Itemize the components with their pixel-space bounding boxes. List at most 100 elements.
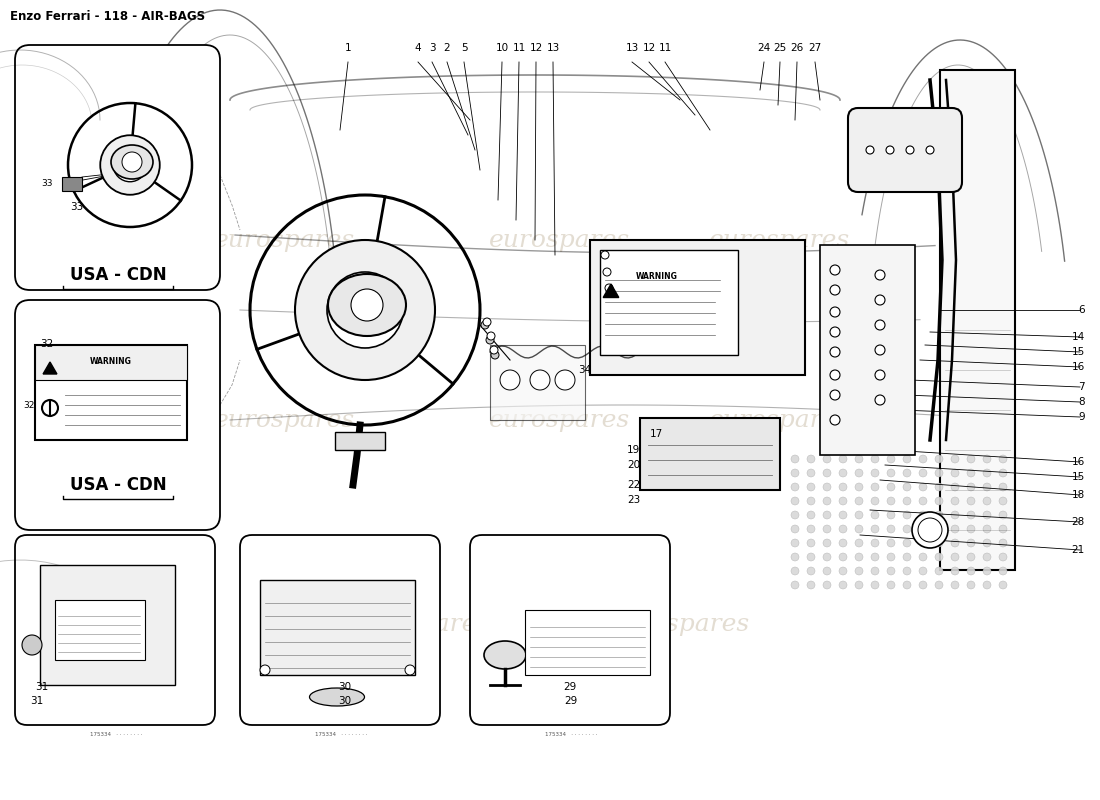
Circle shape bbox=[603, 268, 611, 276]
Bar bbox=[590, 240, 805, 375]
Circle shape bbox=[823, 511, 830, 519]
Bar bbox=[525, 610, 650, 675]
Circle shape bbox=[903, 567, 911, 575]
Circle shape bbox=[926, 146, 934, 154]
Circle shape bbox=[855, 483, 864, 491]
Circle shape bbox=[791, 469, 799, 477]
Circle shape bbox=[601, 251, 609, 259]
Text: 34: 34 bbox=[578, 365, 592, 375]
Circle shape bbox=[871, 455, 879, 463]
Bar bbox=[600, 250, 738, 355]
Circle shape bbox=[855, 539, 864, 547]
Text: eurospares: eurospares bbox=[214, 229, 355, 251]
Circle shape bbox=[999, 539, 1007, 547]
Circle shape bbox=[823, 539, 830, 547]
Circle shape bbox=[839, 553, 847, 561]
Circle shape bbox=[327, 272, 403, 348]
Circle shape bbox=[791, 455, 799, 463]
Circle shape bbox=[855, 567, 864, 575]
Text: 175334   · · · · · · · ·: 175334 · · · · · · · · bbox=[544, 733, 600, 738]
Text: 12: 12 bbox=[529, 43, 542, 53]
Circle shape bbox=[866, 146, 874, 154]
Circle shape bbox=[830, 285, 840, 295]
Circle shape bbox=[887, 567, 895, 575]
Circle shape bbox=[490, 346, 498, 354]
Text: 11: 11 bbox=[513, 43, 526, 53]
Circle shape bbox=[823, 497, 830, 505]
Text: 32: 32 bbox=[40, 339, 53, 349]
Circle shape bbox=[839, 539, 847, 547]
Circle shape bbox=[903, 511, 911, 519]
Circle shape bbox=[871, 511, 879, 519]
Circle shape bbox=[983, 483, 991, 491]
Circle shape bbox=[874, 345, 886, 355]
Circle shape bbox=[903, 539, 911, 547]
Circle shape bbox=[807, 567, 815, 575]
Circle shape bbox=[935, 581, 943, 589]
Circle shape bbox=[830, 347, 840, 357]
Circle shape bbox=[807, 455, 815, 463]
Circle shape bbox=[830, 307, 840, 317]
Circle shape bbox=[830, 370, 840, 380]
Circle shape bbox=[952, 567, 959, 575]
Bar bbox=[820, 245, 915, 455]
Text: 30: 30 bbox=[339, 696, 352, 706]
Circle shape bbox=[999, 483, 1007, 491]
Text: 23: 23 bbox=[627, 495, 640, 505]
Circle shape bbox=[874, 320, 886, 330]
Circle shape bbox=[874, 395, 886, 405]
Circle shape bbox=[839, 581, 847, 589]
Circle shape bbox=[999, 455, 1007, 463]
Circle shape bbox=[935, 525, 943, 533]
Circle shape bbox=[839, 497, 847, 505]
Text: 14: 14 bbox=[1071, 332, 1085, 342]
Text: 1: 1 bbox=[344, 43, 351, 53]
Circle shape bbox=[871, 469, 879, 477]
Circle shape bbox=[918, 469, 927, 477]
Text: eurospares: eurospares bbox=[710, 229, 850, 251]
Circle shape bbox=[871, 497, 879, 505]
Circle shape bbox=[839, 511, 847, 519]
Circle shape bbox=[935, 511, 943, 519]
Circle shape bbox=[113, 148, 146, 182]
Circle shape bbox=[967, 511, 975, 519]
Bar bbox=[40, 565, 175, 685]
Text: 9: 9 bbox=[1078, 412, 1085, 422]
Ellipse shape bbox=[484, 641, 526, 669]
Circle shape bbox=[918, 567, 927, 575]
Text: 20: 20 bbox=[627, 460, 640, 470]
Circle shape bbox=[22, 635, 42, 655]
Circle shape bbox=[967, 539, 975, 547]
Circle shape bbox=[871, 553, 879, 561]
Text: 26: 26 bbox=[791, 43, 804, 53]
Text: eurospares: eurospares bbox=[214, 409, 355, 431]
Text: 33: 33 bbox=[42, 179, 53, 189]
FancyBboxPatch shape bbox=[15, 45, 220, 290]
Text: 3: 3 bbox=[429, 43, 436, 53]
Circle shape bbox=[830, 390, 840, 400]
Circle shape bbox=[952, 511, 959, 519]
Circle shape bbox=[839, 455, 847, 463]
Circle shape bbox=[918, 483, 927, 491]
Circle shape bbox=[874, 295, 886, 305]
Circle shape bbox=[871, 525, 879, 533]
Circle shape bbox=[487, 332, 495, 340]
Text: 25: 25 bbox=[773, 43, 786, 53]
Text: 16: 16 bbox=[1071, 457, 1085, 467]
Text: WARNING: WARNING bbox=[636, 272, 678, 281]
Bar bbox=[35, 345, 187, 440]
Circle shape bbox=[935, 469, 943, 477]
Circle shape bbox=[500, 370, 520, 390]
Circle shape bbox=[983, 511, 991, 519]
Circle shape bbox=[351, 289, 383, 321]
FancyBboxPatch shape bbox=[15, 535, 214, 725]
Circle shape bbox=[791, 525, 799, 533]
Circle shape bbox=[903, 553, 911, 561]
Circle shape bbox=[791, 497, 799, 505]
Circle shape bbox=[491, 351, 499, 359]
Text: 18: 18 bbox=[1071, 490, 1085, 500]
Circle shape bbox=[807, 525, 815, 533]
Circle shape bbox=[935, 483, 943, 491]
Text: 12: 12 bbox=[642, 43, 656, 53]
Circle shape bbox=[871, 581, 879, 589]
